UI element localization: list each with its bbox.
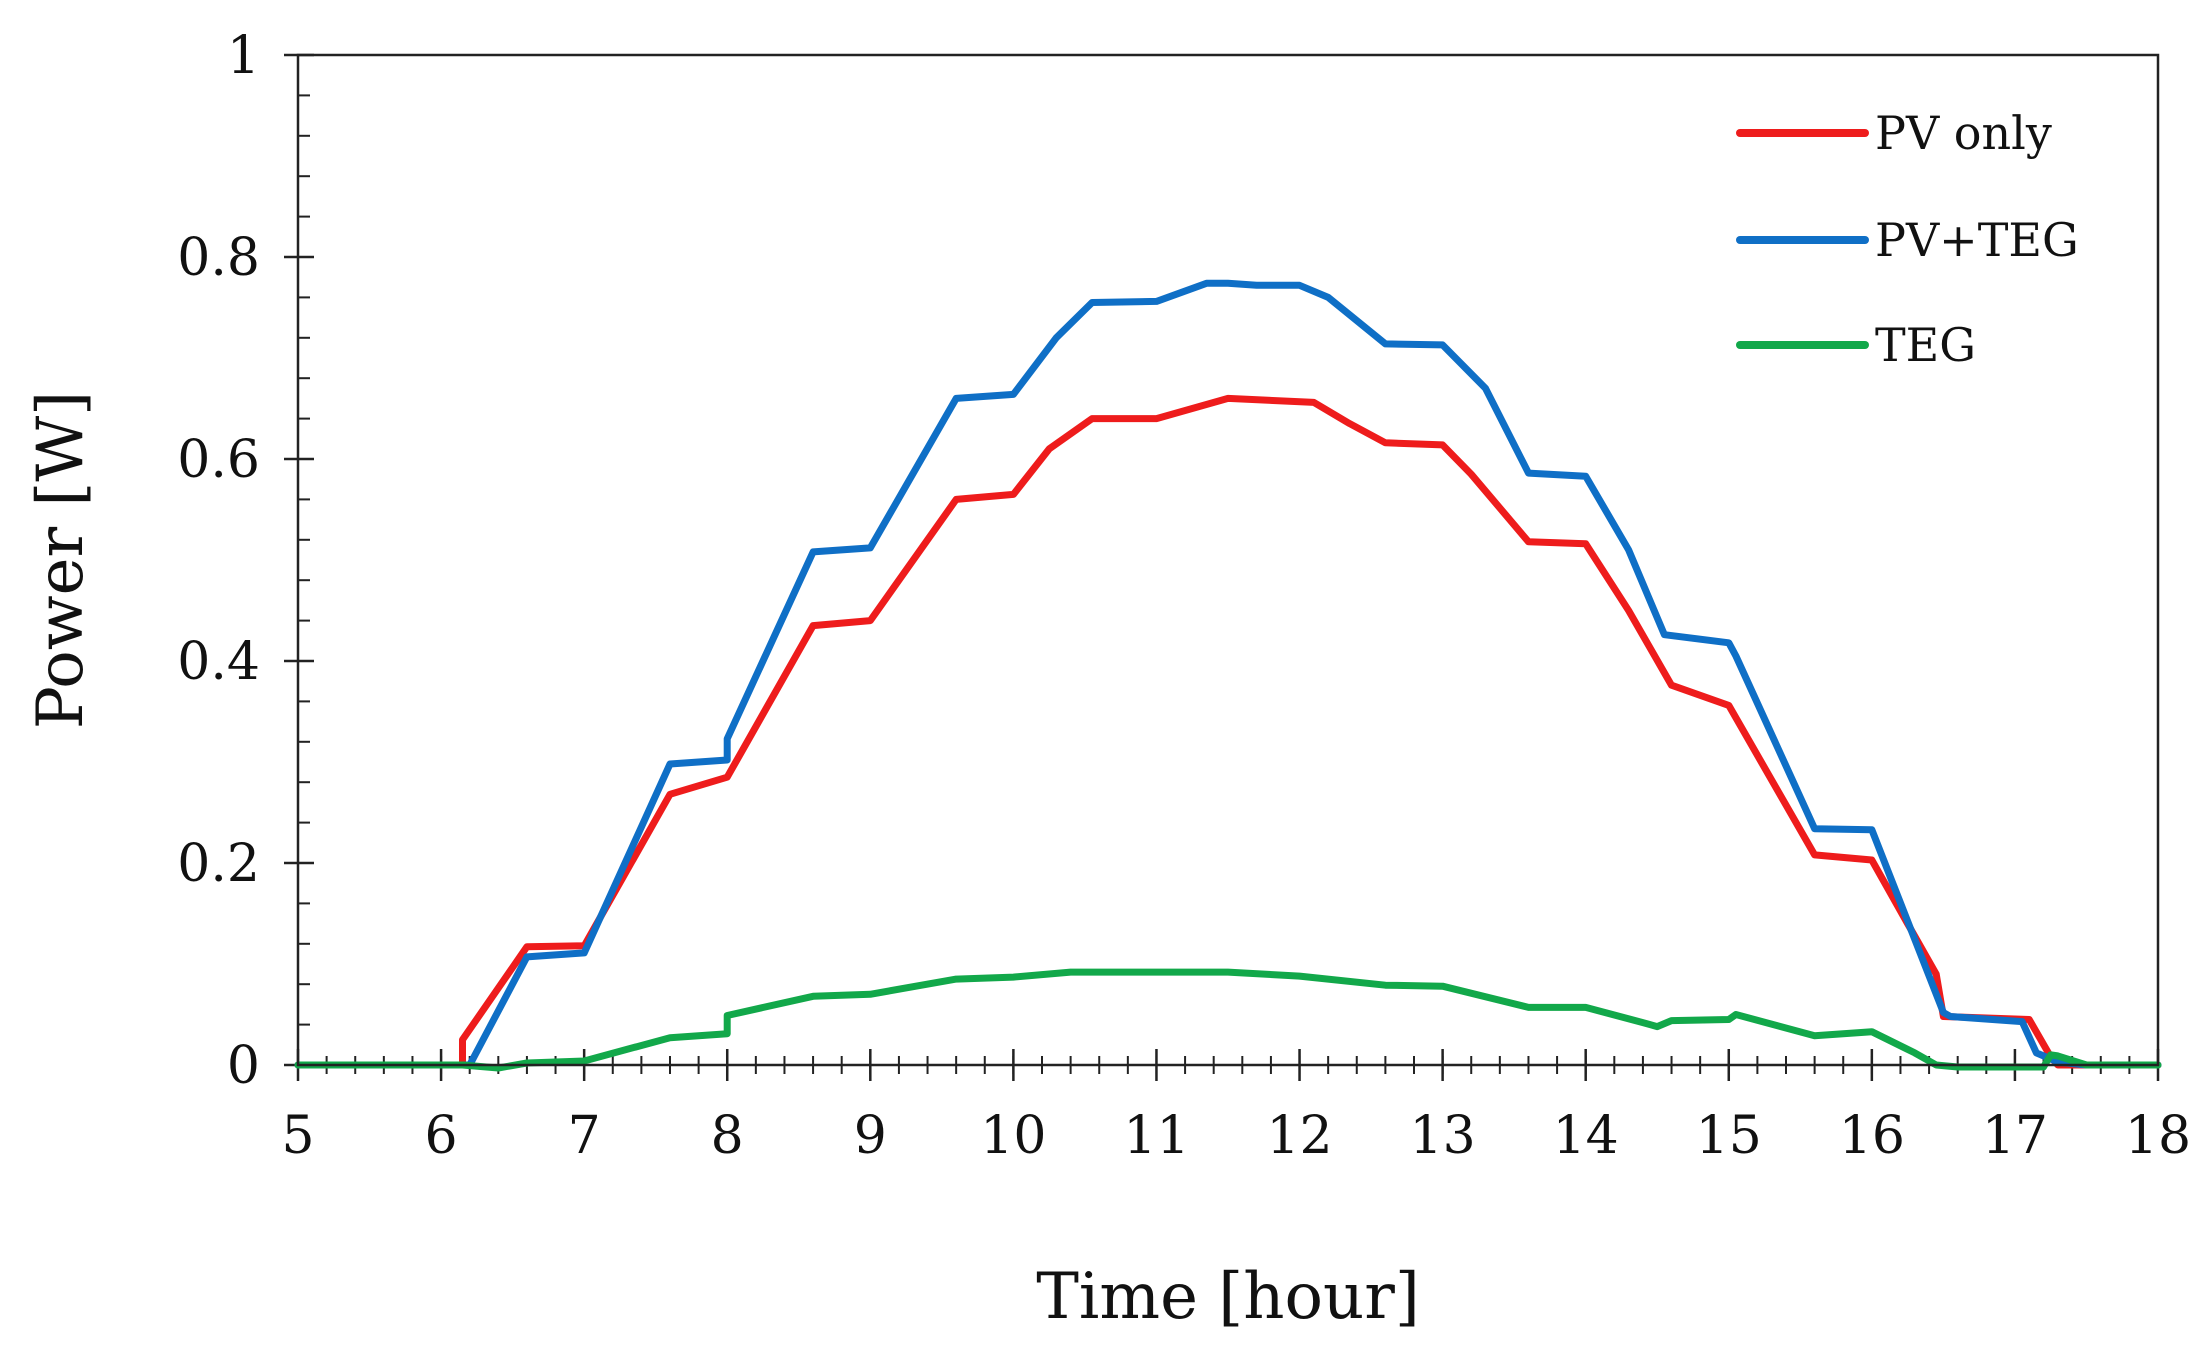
x-tick-label: 18 <box>2125 1106 2191 1166</box>
x-tick-label: 14 <box>1553 1106 1619 1166</box>
legend-label-teg: TEG <box>1875 318 1976 372</box>
x-tick-label: 7 <box>568 1106 601 1166</box>
x-tick-label: 17 <box>1982 1106 2048 1166</box>
x-tick-label: 15 <box>1696 1106 1762 1166</box>
x-tick-label: 10 <box>980 1106 1046 1166</box>
series-line-teg <box>294 968 2162 1072</box>
series-line-pv-teg <box>294 279 2162 1069</box>
x-tick-label: 9 <box>854 1106 887 1166</box>
x-tick-label: 12 <box>1266 1106 1332 1166</box>
x-tick-label: 5 <box>281 1106 314 1166</box>
legend-label-pv-teg: PV+TEG <box>1875 213 2079 267</box>
x-tick-label: 8 <box>711 1106 744 1166</box>
legend: PV only PV+TEG TEG <box>1736 106 2079 372</box>
x-axis-title: Time [hour] <box>1036 1260 1420 1334</box>
x-tick-label: 13 <box>1410 1106 1476 1166</box>
y-tick-label: 0.4 <box>177 632 260 692</box>
y-tick-label: 0.6 <box>177 430 260 490</box>
legend-label-pv-only: PV only <box>1875 106 2052 160</box>
x-tick-labels: 5 6 7 8 9 10 11 12 13 14 15 16 17 18 <box>281 1106 2191 1166</box>
minor-ticks <box>297 54 2159 1074</box>
plot-frame <box>296 53 2160 1067</box>
series-layer <box>294 279 2162 1072</box>
y-tick-labels: 0 0.2 0.4 0.6 0.8 1 <box>177 26 260 1096</box>
y-tick-label: 0.8 <box>177 228 260 288</box>
x-tick-label: 16 <box>1839 1106 1905 1166</box>
x-tick-label: 11 <box>1123 1106 1189 1166</box>
series-line-pv-only <box>294 394 2162 1069</box>
y-tick-label: 0.2 <box>177 834 260 894</box>
y-tick-label: 0 <box>227 1036 260 1096</box>
x-tick-label: 6 <box>425 1106 458 1166</box>
major-ticks <box>284 53 2160 1081</box>
y-axis-title: Power [W] <box>24 391 98 729</box>
y-tick-label: 1 <box>227 26 260 86</box>
